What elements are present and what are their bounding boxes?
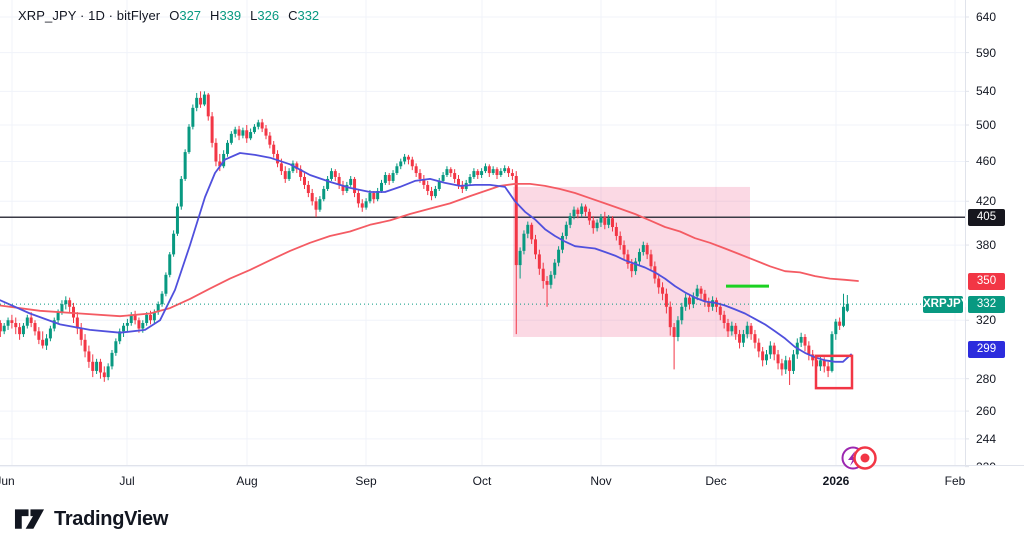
candlestick-series[interactable] bbox=[0, 91, 849, 385]
ma-red-line[interactable] bbox=[0, 182, 859, 318]
ohlc-value: 339 bbox=[219, 8, 242, 23]
price-axis[interactable]: 640 590 540 500 460 420 380 320 280 260 244 229 405 3… bbox=[965, 0, 1024, 465]
time-tick-label: Aug bbox=[236, 474, 258, 488]
footer-bar: TradingView bbox=[0, 495, 1024, 549]
price-tick-label: 280 bbox=[976, 371, 997, 386]
price-tick-label: 500 bbox=[976, 118, 997, 132]
price-tick-label: 460 bbox=[976, 154, 997, 169]
ohlc-key: O bbox=[169, 8, 180, 23]
axis-borders bbox=[0, 0, 1024, 468]
last-price-label: 332 bbox=[968, 295, 1005, 313]
price-tick-label: 260 bbox=[976, 404, 997, 419]
ohlc-value: 327 bbox=[179, 8, 202, 23]
ohlc-key: C bbox=[288, 8, 298, 23]
price-tick-label: 320 bbox=[976, 313, 997, 328]
time-tick-label: Nov bbox=[590, 474, 612, 488]
ma-blue-line[interactable] bbox=[0, 152, 852, 363]
price-tick-label: 380 bbox=[976, 238, 997, 253]
ohlc-key: L bbox=[250, 8, 258, 23]
tradingview-logo-icon bbox=[14, 509, 45, 529]
price-tick-label: 229 bbox=[976, 459, 996, 465]
price-chart-plot[interactable] bbox=[0, 0, 1024, 495]
lightning-bolt-icon bbox=[848, 451, 858, 466]
time-tick-label: Feb bbox=[944, 474, 966, 488]
tradingview-logo[interactable]: TradingView bbox=[14, 505, 168, 533]
price-tick-label: 540 bbox=[976, 84, 997, 99]
level-price-label: 405 bbox=[968, 208, 1005, 226]
time-axis[interactable]: Jun Jul Aug Sep Oct Nov Dec 2026 Feb bbox=[0, 466, 1024, 494]
tradingview-logo-text: TradingView bbox=[54, 507, 169, 530]
price-tick-label: 420 bbox=[976, 194, 997, 209]
symbol-price-tag: XRPJPY bbox=[923, 295, 968, 313]
event-icons[interactable] bbox=[841, 446, 877, 470]
price-tick-label: 640 bbox=[976, 10, 997, 24]
tradingview-chart-window: XRP_JPY · 1D · bitFlyer O327 H339 L326 C332 … bbox=[0, 0, 1024, 495]
red-box-annotation[interactable] bbox=[814, 354, 854, 390]
ohlc-values: O327 H339 L326 C332 bbox=[160, 8, 319, 23]
time-tick-label: Jun bbox=[0, 474, 15, 488]
time-tick-label: 2026 bbox=[822, 474, 850, 488]
time-tick-label: Oct bbox=[472, 474, 492, 488]
symbol-title[interactable]: XRP_JPY · 1D · bitFlyer bbox=[18, 8, 161, 23]
ohlc-value: 326 bbox=[257, 8, 280, 23]
symbol-legend: XRP_JPY · 1D · bitFlyer O327 H339 L326 C332 bbox=[18, 8, 319, 23]
time-tick-label: Jul bbox=[119, 474, 135, 488]
grid-lines bbox=[0, 0, 965, 468]
price-tick-label: 590 bbox=[976, 45, 997, 60]
time-tick-label: Sep bbox=[355, 474, 377, 488]
ma-red-price-label: 350 bbox=[968, 272, 1005, 290]
event-icon-red-dot bbox=[860, 453, 870, 463]
price-tick-label: 244 bbox=[976, 431, 997, 446]
ohlc-key: H bbox=[210, 8, 220, 23]
time-tick-label: Dec bbox=[705, 474, 727, 488]
ohlc-value: 332 bbox=[297, 8, 320, 23]
ma-blue-price-label: 299 bbox=[968, 341, 1005, 359]
